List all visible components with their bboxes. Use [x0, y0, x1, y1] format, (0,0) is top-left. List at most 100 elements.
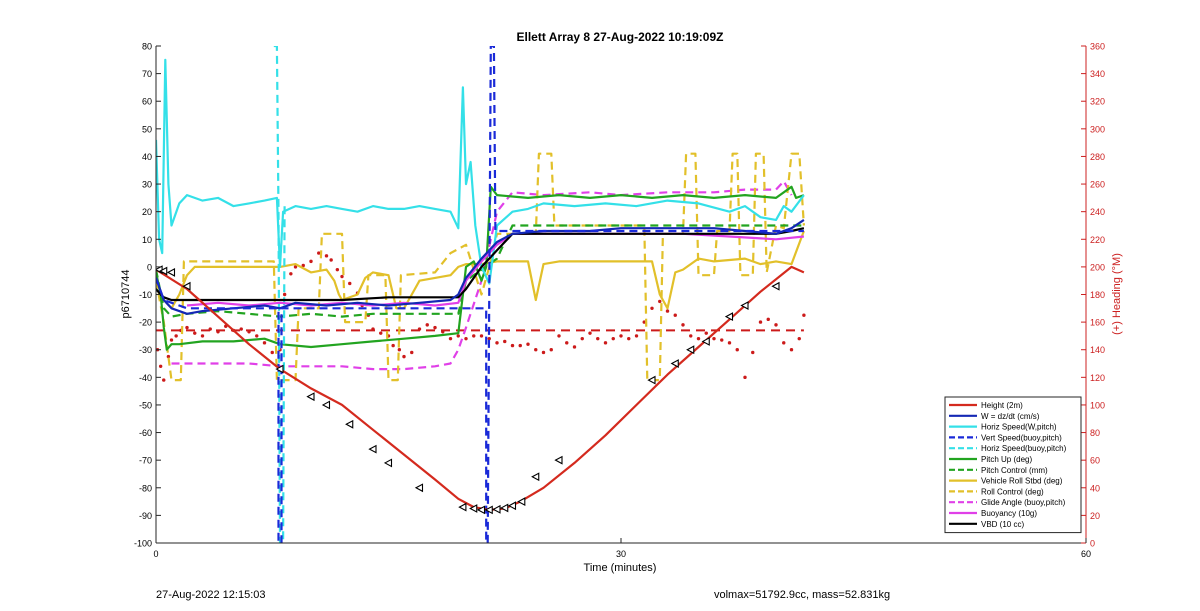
series-layer	[156, 46, 806, 543]
y2-tick-label: 120	[1090, 373, 1105, 383]
heading-point	[565, 341, 569, 345]
heading-point	[464, 336, 468, 341]
heading-point	[743, 375, 747, 380]
series-line-8	[156, 152, 805, 382]
heading-point	[802, 313, 806, 317]
x-axis-label: Time (minutes)	[584, 562, 657, 574]
heading-point	[255, 334, 259, 338]
heading-point	[665, 309, 670, 313]
heading-point	[797, 336, 801, 341]
heading-point	[391, 343, 395, 348]
heading-point	[549, 348, 553, 352]
heading-point	[495, 341, 499, 345]
y2-tick-label: 220	[1090, 235, 1105, 245]
y-tick-label: 70	[142, 69, 152, 79]
heading-point	[239, 327, 243, 331]
height-marker	[414, 483, 424, 493]
y-tick-label: -90	[139, 511, 152, 521]
axes-layer: 80706050403020100-10-20-30-40-50-60-70-8…	[134, 42, 1105, 560]
height-marker	[458, 502, 467, 512]
heading-point	[270, 350, 274, 355]
height-marker	[647, 375, 656, 385]
y-tick-label: 40	[142, 152, 152, 162]
y2-tick-label: 260	[1090, 180, 1105, 190]
legend-entry: Horiz Speed(W,pitch)	[981, 423, 1057, 432]
series-line-11	[156, 227, 805, 302]
height-marker	[345, 419, 354, 429]
y2-tick-label: 40	[1090, 483, 1100, 493]
heading-point	[603, 341, 608, 345]
heading-point	[627, 336, 631, 341]
heading-point	[301, 263, 305, 268]
height-marker	[507, 501, 517, 511]
heading-point	[247, 330, 251, 334]
heading-point	[158, 364, 163, 368]
legend: Height (2m) W = dz/dt (cm/s) Horiz Speed(W…	[944, 396, 1082, 534]
height-marker	[469, 504, 478, 513]
height-marker	[383, 458, 393, 468]
heading-point	[518, 343, 522, 348]
height-marker	[771, 281, 780, 291]
y-tick-label: -40	[139, 373, 152, 383]
heading-point	[309, 259, 313, 264]
series-line-4	[273, 46, 286, 543]
y2-tick-label: 60	[1090, 456, 1100, 466]
heading-point	[611, 336, 615, 341]
heading-point	[448, 336, 453, 341]
heading-point	[262, 341, 267, 345]
y-axis-label: p6710744	[120, 270, 132, 319]
height-marker	[159, 266, 168, 276]
heading-point	[712, 336, 716, 341]
height-marker	[500, 503, 509, 513]
legend-entry: Horiz Speed(buoy,pitch)	[981, 444, 1067, 453]
y2-tick-label: 320	[1090, 97, 1105, 107]
legend-entry: Pitch Up (deg)	[981, 455, 1032, 464]
height-marker	[166, 267, 176, 277]
chart-title: Ellett Array 8 27-Aug-2022 10:19:09Z	[517, 30, 724, 44]
y2-tick-label: 180	[1090, 290, 1105, 300]
heading-point	[588, 331, 592, 335]
height-marker	[492, 504, 501, 514]
heading-point	[335, 267, 340, 272]
legend-entry: Vert Speed(buoy,pitch)	[981, 433, 1062, 442]
y2-tick-label: 360	[1090, 42, 1105, 52]
y2-tick-label: 100	[1090, 400, 1105, 410]
heading-point	[185, 325, 189, 330]
heading-point	[580, 336, 584, 341]
heading-point	[503, 339, 507, 344]
heading-point	[510, 343, 515, 348]
legend-entry: VBD (10 cc)	[981, 520, 1024, 529]
y2-axis-label: (+) Heading (°M)	[1111, 253, 1123, 335]
height-marker	[321, 400, 331, 410]
height-marker	[670, 359, 679, 368]
heading-point	[410, 350, 414, 355]
y-tick-label: -60	[139, 428, 152, 438]
y-tick-label: 20	[142, 207, 152, 217]
y-tick-label: -50	[139, 400, 152, 410]
heading-point	[572, 345, 577, 349]
x-tick-label: 60	[1081, 549, 1091, 559]
heading-point	[766, 317, 770, 322]
x-tick-label: 0	[153, 549, 158, 559]
height-marker	[275, 364, 284, 374]
heading-point	[289, 272, 293, 276]
heading-point	[208, 327, 212, 331]
series-line-1	[156, 218, 805, 315]
heading-point	[704, 331, 708, 335]
heading-point	[379, 331, 383, 335]
heading-point	[751, 350, 755, 355]
y2-tick-label: 280	[1090, 152, 1105, 162]
y-tick-label: -30	[139, 345, 152, 355]
heading-point	[441, 330, 445, 334]
heading-point	[329, 258, 333, 262]
height-marker	[701, 337, 710, 346]
heading-point	[433, 325, 437, 330]
height-marker	[724, 312, 734, 322]
y2-tick-label: 240	[1090, 207, 1105, 217]
x-tick-label: 30	[616, 549, 626, 559]
height-marker	[368, 444, 377, 454]
heading-point	[557, 334, 561, 338]
y-tick-label: -10	[139, 290, 152, 300]
height-marker	[517, 497, 526, 507]
